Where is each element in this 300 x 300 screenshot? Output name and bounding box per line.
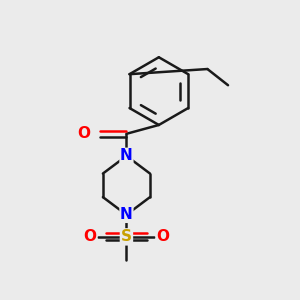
- Text: O: O: [77, 126, 90, 141]
- Text: N: N: [120, 148, 133, 164]
- Text: O: O: [156, 230, 169, 244]
- Text: N: N: [120, 207, 133, 222]
- Text: O: O: [84, 230, 97, 244]
- Text: S: S: [121, 230, 132, 244]
